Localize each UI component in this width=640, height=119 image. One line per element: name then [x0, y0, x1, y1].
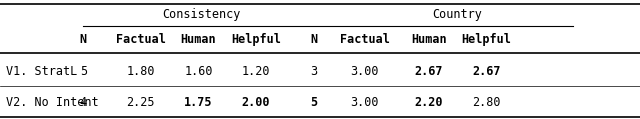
Text: 5: 5 [79, 65, 87, 78]
Text: 4: 4 [79, 96, 87, 109]
Text: 2.25: 2.25 [127, 96, 155, 109]
Text: 2.20: 2.20 [415, 96, 443, 109]
Text: 3: 3 [310, 65, 317, 78]
Text: 1.75: 1.75 [184, 96, 212, 109]
Text: Country: Country [433, 8, 483, 21]
Text: 2.00: 2.00 [242, 96, 270, 109]
Text: Consistency: Consistency [163, 8, 241, 21]
Text: Human: Human [411, 33, 447, 46]
Text: 1.20: 1.20 [242, 65, 270, 78]
Text: N: N [310, 33, 317, 46]
Text: Factual: Factual [116, 33, 166, 46]
Text: 3.00: 3.00 [351, 96, 379, 109]
Text: 2.67: 2.67 [472, 65, 500, 78]
Text: Human: Human [180, 33, 216, 46]
Text: 5: 5 [310, 96, 317, 109]
Text: 1.80: 1.80 [127, 65, 155, 78]
Text: 2.67: 2.67 [415, 65, 443, 78]
Text: Factual: Factual [340, 33, 390, 46]
Text: 1.60: 1.60 [184, 65, 212, 78]
Text: 3.00: 3.00 [351, 65, 379, 78]
Text: Helpful: Helpful [461, 33, 511, 46]
Text: N: N [79, 33, 87, 46]
Text: V2. No Intent: V2. No Intent [6, 96, 99, 109]
Text: Helpful: Helpful [231, 33, 281, 46]
Text: 2.80: 2.80 [472, 96, 500, 109]
Text: V1. StratL: V1. StratL [6, 65, 77, 78]
